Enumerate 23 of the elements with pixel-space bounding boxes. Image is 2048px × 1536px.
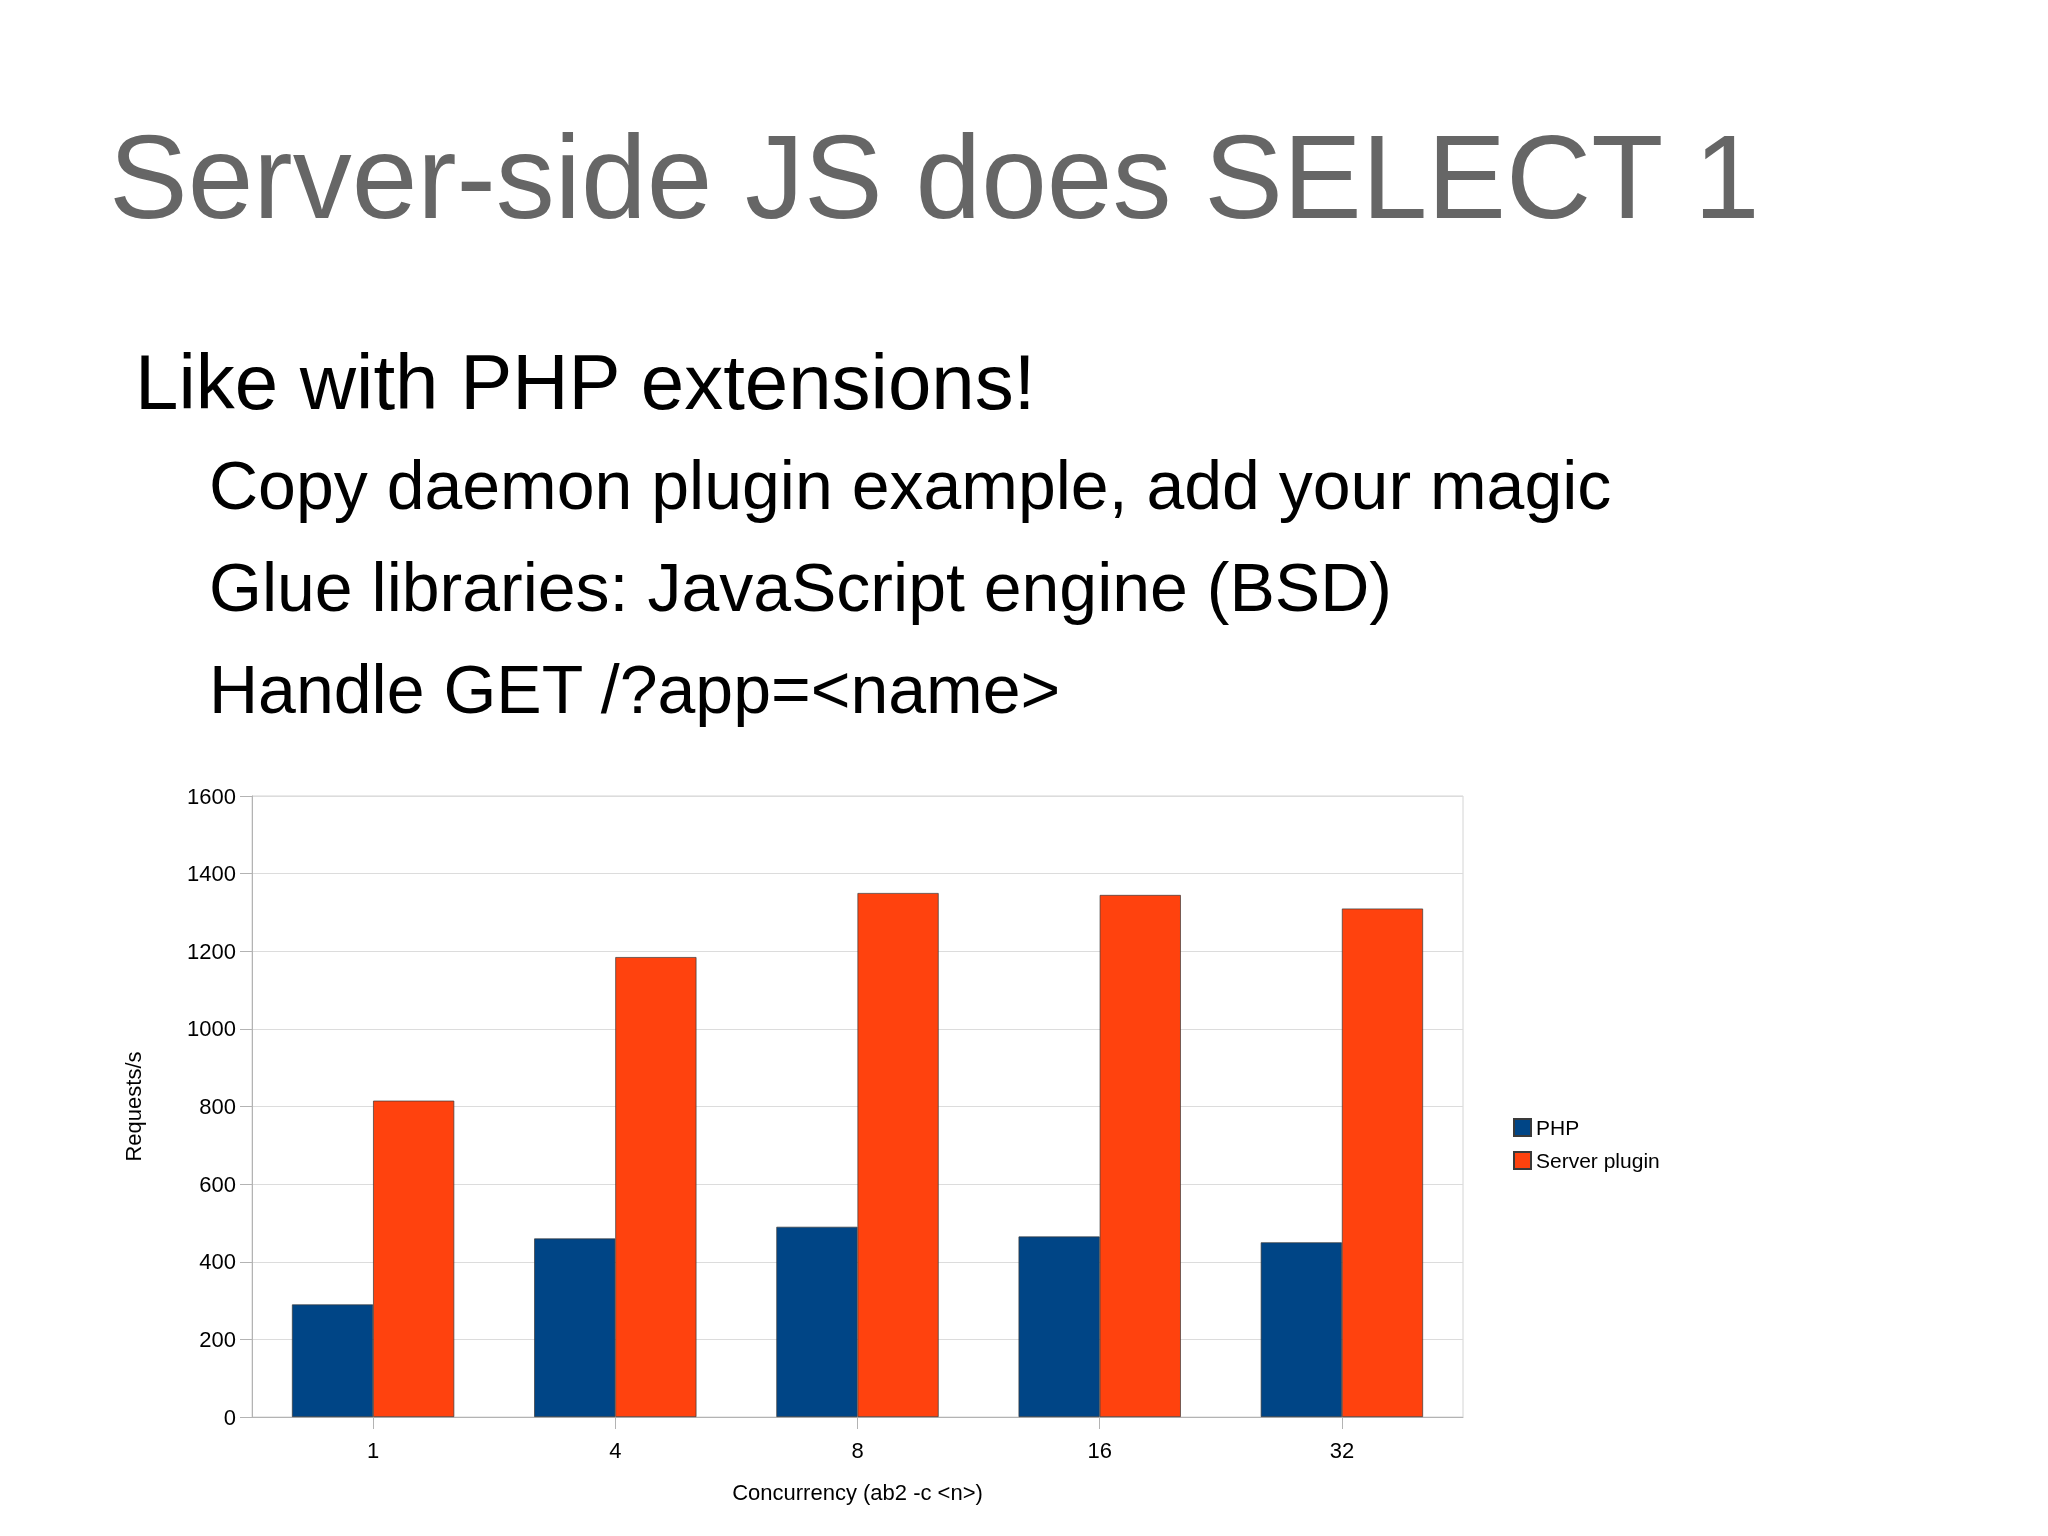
x-tick-label: 1 (366, 1437, 380, 1463)
x-axis-title: Concurrency (ab2 -c <n>) (732, 1479, 983, 1505)
y-tick-label: 1400 (187, 861, 236, 887)
y-tick-label: 600 (199, 1171, 236, 1197)
x-tick-label: 8 (851, 1437, 864, 1463)
legend-label: PHP (1536, 1116, 1580, 1139)
y-tick-label: 0 (223, 1404, 236, 1430)
text: Glue libraries: JavaScript engine (BSD) (209, 549, 1392, 625)
text: Copy daemon plugin example, add your magic (209, 447, 1612, 523)
y-tick-label: 1000 (187, 1016, 236, 1042)
chart-subtitle: Like with PHP extensions! (135, 338, 1036, 426)
y-tick-label: 400 (199, 1249, 236, 1275)
y-tick-label: 1600 (187, 783, 236, 809)
y-axis-title: Requests/s (120, 1051, 146, 1162)
y-tick-label: 200 (199, 1326, 236, 1352)
x-tick-label: 32 (1329, 1437, 1355, 1463)
text: Handle GET /?app=<name> (209, 651, 1061, 727)
legend-label: Server plugin (1536, 1149, 1660, 1172)
chart-title: Server-side JS does SELECT 1 (109, 111, 1760, 243)
y-tick-label: 800 (199, 1094, 236, 1119)
y-tick-label: 1200 (187, 938, 236, 964)
x-tick-label: 4 (609, 1437, 622, 1463)
x-tick-label: 16 (1087, 1437, 1112, 1463)
